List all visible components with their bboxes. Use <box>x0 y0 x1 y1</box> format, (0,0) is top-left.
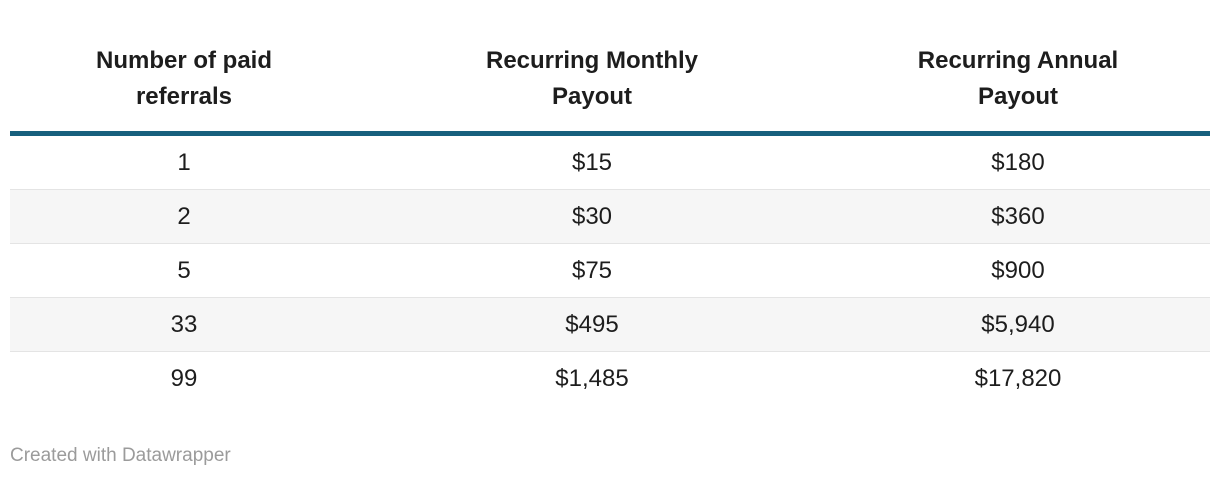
datawrapper-attribution-link[interactable]: Created with Datawrapper <box>10 445 231 466</box>
table-row: 5 $75 $900 <box>10 243 1210 298</box>
table-row: 2 $30 $360 <box>10 189 1210 244</box>
cell-monthly-payout: $1,485 <box>358 351 826 405</box>
cell-annual-payout: $900 <box>826 243 1210 298</box>
column-header-referrals: Number of paid referrals <box>10 0 358 136</box>
table-header-row: Number of paid referrals Recurring Month… <box>10 0 1210 136</box>
column-header-monthly-payout: Recurring Monthly Payout <box>358 0 826 136</box>
cell-referrals: 1 <box>177 148 191 176</box>
referral-payout-table: Number of paid referrals Recurring Month… <box>10 0 1210 405</box>
cell-annual-payout: $360 <box>826 189 1210 244</box>
column-header-referrals-label: Number of paid referrals <box>95 47 272 110</box>
cell-referrals: 5 <box>10 243 358 298</box>
cell-annual-payout: $180 <box>991 148 1045 176</box>
table-row: 1 $15 $180 <box>10 134 1210 190</box>
cell-annual-payout: $5,940 <box>826 297 1210 352</box>
cell-annual-payout: $17,820 <box>826 351 1210 405</box>
cell-referrals: 99 <box>10 351 358 405</box>
cell-referrals: 2 <box>10 189 358 244</box>
column-header-monthly-payout-label: Recurring Monthly Payout <box>485 47 698 110</box>
cell-monthly-payout: $30 <box>358 189 826 244</box>
table-row: 33 $495 $5,940 <box>10 297 1210 352</box>
column-header-annual-payout: Recurring Annual Payout <box>826 0 1210 136</box>
cell-monthly-payout: $15 <box>571 148 613 176</box>
table-row: 99 $1,485 $17,820 <box>10 351 1210 405</box>
cell-monthly-payout: $75 <box>358 243 826 298</box>
cell-monthly-payout: $495 <box>358 297 826 352</box>
column-header-annual-payout-label: Recurring Annual Payout <box>917 47 1119 110</box>
cell-referrals: 33 <box>10 297 358 352</box>
